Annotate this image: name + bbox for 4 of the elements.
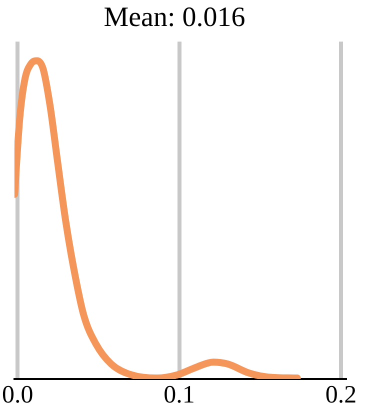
x-tick-label: 0.2 — [325, 382, 357, 409]
x-tick-label: 0.1 — [164, 382, 195, 409]
chart-title: Mean: 0.016 — [104, 2, 246, 34]
x-tick-label: 0.0 — [2, 382, 34, 409]
